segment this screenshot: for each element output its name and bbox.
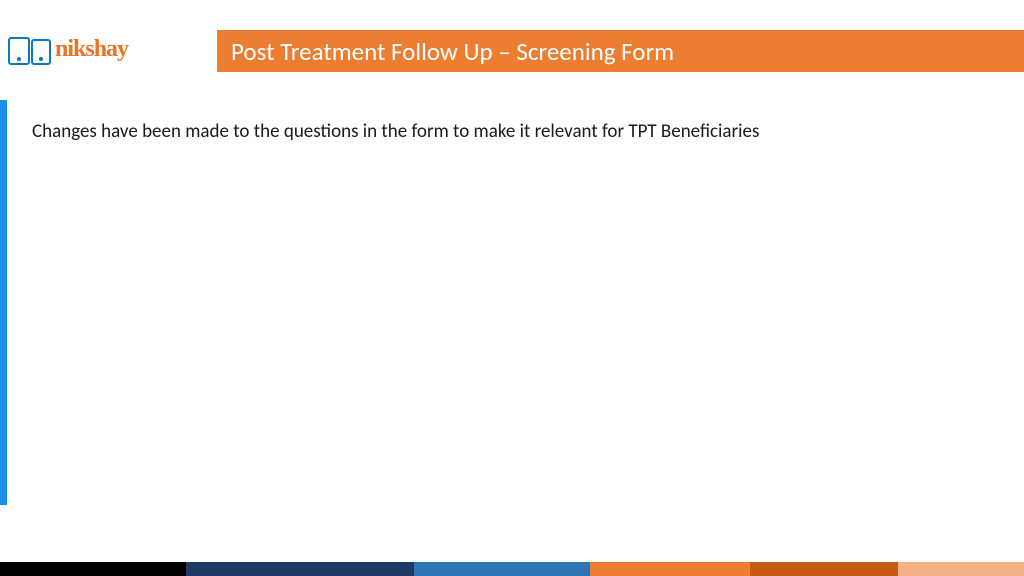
tablet-icon [31, 39, 51, 65]
footer-stripe [750, 562, 898, 576]
footer-stripe [898, 562, 1024, 576]
title-bar: Post Treatment Follow Up – Screening For… [217, 30, 1024, 72]
footer-stripe [186, 562, 414, 576]
left-accent-bar [0, 100, 7, 505]
body-text: Changes have been made to the questions … [32, 120, 759, 143]
logo: nikshay [0, 30, 217, 72]
logo-text: nikshay [55, 37, 128, 61]
header: nikshay Post Treatment Follow Up – Scree… [0, 30, 1024, 72]
footer-stripes [0, 562, 1024, 576]
footer-stripe [590, 562, 750, 576]
page-title: Post Treatment Follow Up – Screening For… [231, 36, 674, 67]
monitor-icon [8, 37, 30, 65]
footer-stripe [414, 562, 590, 576]
footer-stripe [0, 562, 186, 576]
logo-devices-icon [8, 37, 51, 65]
